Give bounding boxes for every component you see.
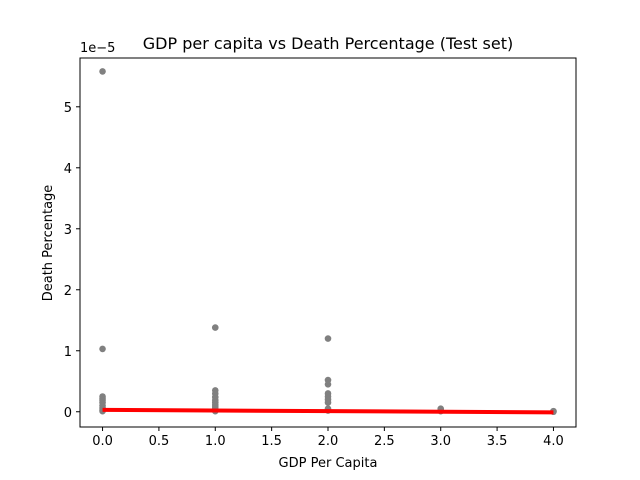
x-tick-label: 2.5 — [374, 434, 395, 449]
scatter-point — [211, 324, 219, 331]
y-axis: 0 1 2 3 4 5 — [64, 101, 80, 421]
scatter-point — [324, 381, 332, 388]
scatter-point — [99, 68, 106, 75]
plot-marks — [99, 68, 557, 416]
y-tick-label: 3 — [64, 223, 72, 238]
y-tick-label: 2 — [64, 284, 72, 299]
x-tick-label: 1.0 — [205, 434, 226, 449]
y-axis-label: Death Percentage — [41, 185, 56, 302]
x-axis-label: GDP Per Capita — [279, 456, 378, 471]
x-tick-label: 0.0 — [92, 434, 113, 449]
chart-title: GDP per capita vs Death Percentage (Test… — [143, 34, 513, 53]
y-tick-label: 4 — [64, 162, 72, 177]
scatter-point — [324, 335, 332, 342]
y-tick-label: 5 — [64, 101, 72, 116]
x-tick-label: 3.5 — [487, 434, 508, 449]
x-tick-label: 1.5 — [261, 434, 282, 449]
y-tick-label: 0 — [64, 406, 72, 421]
x-axis: 0.0 0.5 1.0 1.5 2.0 2.5 3.0 3.5 4.0 — [92, 427, 564, 449]
x-tick-label: 2.0 — [318, 434, 339, 449]
scatter-point — [99, 345, 106, 353]
x-tick-label: 4.0 — [543, 434, 564, 449]
scatter-point — [324, 399, 332, 406]
y-offset-text: 1e−5 — [80, 41, 115, 56]
x-tick-label: 3.0 — [430, 434, 451, 449]
regression-line — [102, 407, 554, 415]
y-tick-label: 1 — [64, 345, 72, 360]
x-tick-label: 0.5 — [149, 434, 170, 449]
